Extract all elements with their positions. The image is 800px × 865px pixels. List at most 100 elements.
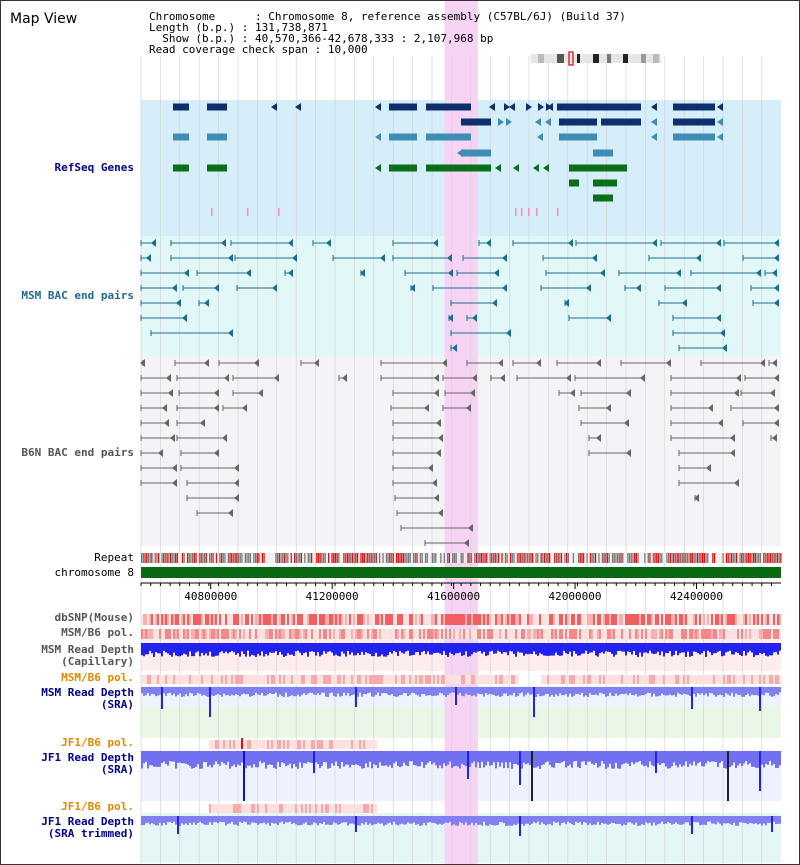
- msm-pol-cell: [301, 629, 303, 639]
- dbsnp-cell: [289, 614, 291, 625]
- gene-block: [426, 103, 471, 111]
- jf1-sra-depth: [767, 751, 769, 765]
- msm-sra-depth: [515, 687, 517, 697]
- jf1-trim-depth: [193, 816, 195, 823]
- repeat-segment: [572, 553, 575, 563]
- jf1-trim-depth: [441, 816, 443, 825]
- repeat-segment: [613, 553, 615, 563]
- jf1-trim-depth: [175, 816, 177, 825]
- msm-bac-label[interactable]: MSM BAC end pairs: [21, 289, 134, 302]
- jf1-sra-depth: [321, 751, 323, 766]
- msm-cap-depth: [267, 643, 269, 656]
- jf1-sra-depth: [353, 751, 355, 766]
- msm-pol-sra-cell: [453, 675, 455, 684]
- jf1-sra-depth: [447, 751, 449, 765]
- msm-cap-depth: [577, 643, 579, 656]
- jf1-pol-cell: [263, 740, 265, 749]
- msm-pol-cell: [663, 629, 665, 639]
- msm-pol-cell: [675, 629, 677, 639]
- jf1-pol-cell: [301, 740, 303, 749]
- dbsnp-cell: [285, 614, 287, 625]
- msm-pol-cell: [731, 629, 733, 639]
- jf1-trim-depth: [361, 816, 363, 824]
- jf1-sra-depth: [707, 751, 709, 762]
- repeat-segment: [321, 553, 323, 563]
- jf1-trim-depth: [739, 816, 741, 823]
- msm-sra-depth: [721, 687, 723, 696]
- msm-pol-sra-cell: [373, 675, 375, 684]
- jf1-pol-trim-cell: [223, 804, 225, 813]
- msm-pol-sra-cell: [415, 675, 417, 684]
- refseq-genes-label[interactable]: RefSeq Genes: [54, 161, 134, 174]
- dbsnp-cell: [441, 614, 443, 625]
- jf1-trim-depth: [183, 816, 185, 825]
- msm-sra-depth-spike: [455, 687, 457, 705]
- dbsnp-cell: [637, 614, 639, 625]
- msm-pol-sra-cell: [657, 675, 659, 684]
- dbsnp-cell: [543, 614, 545, 625]
- jf1-trim-depth: [599, 816, 601, 825]
- msm-pol-sra-cell: [235, 675, 237, 684]
- msm-cap-depth: [399, 643, 401, 651]
- jf1-sra-depth: [445, 751, 447, 766]
- dbsnp-cell: [161, 614, 163, 625]
- jf1-sra-depth: [287, 751, 289, 766]
- msm-pol-cell: [169, 629, 171, 639]
- msm-pol-cell: [451, 629, 453, 639]
- dbsnp-cell: [229, 614, 231, 625]
- jf1-sra-depth: [283, 751, 285, 764]
- repeat-segment: [185, 553, 187, 563]
- dbsnp-cell: [763, 614, 765, 625]
- repeat-segment: [557, 553, 559, 563]
- msm-sra-depth: [451, 687, 453, 693]
- msm-sra-depth: [527, 687, 529, 693]
- dbsnp-cell: [411, 614, 413, 625]
- msm-sra-depth: [153, 687, 155, 695]
- msm-bac-end-marker: [568, 239, 573, 247]
- msm-pol-sra-cell: [199, 675, 201, 684]
- jf1-trim-depth: [185, 816, 187, 824]
- repeat-segment: [761, 553, 763, 563]
- repeat-segment: [171, 553, 173, 563]
- dbsnp-cell: [421, 614, 423, 625]
- msm-pol-sra-cell: [473, 675, 475, 684]
- msm-cap-depth: [397, 643, 399, 656]
- repeat-segment: [671, 553, 673, 563]
- msm-cap-depth: [349, 643, 351, 655]
- b6n-bac-end-marker: [734, 389, 739, 397]
- repeat-segment: [686, 553, 688, 563]
- msm-sra-depth: [311, 687, 313, 694]
- jf1-sra-depth: [547, 751, 549, 762]
- msm-sra-depth: [337, 687, 339, 694]
- msm-sra-depth: [361, 687, 363, 697]
- repeat-segment: [464, 553, 466, 563]
- msm-sra-depth: [243, 687, 245, 694]
- repeat-segment: [482, 553, 484, 563]
- repeat-segment: [549, 553, 551, 563]
- jf1-trim-depth: [631, 816, 633, 824]
- dbsnp-cell: [693, 614, 695, 625]
- dbsnp-cell: [455, 614, 457, 625]
- jf1-pol-cell: [269, 740, 271, 749]
- snp-tick: [557, 208, 559, 216]
- msm-pol-sra-cell: [343, 675, 345, 684]
- jf1-sra-depth: [379, 751, 381, 763]
- jf1-trim-depth: [609, 816, 611, 824]
- msm-sra-depth: [479, 687, 481, 694]
- msm-cap-depth: [499, 643, 501, 652]
- repeat-segment: [314, 553, 316, 563]
- jf1-trim-depth: [525, 816, 527, 824]
- jf1-sra-depth: [419, 751, 421, 767]
- msm-pol-cell: [645, 629, 647, 639]
- msm-pol-cell: [509, 629, 511, 639]
- b6n-bac-end-marker: [222, 434, 227, 442]
- jf1-sra-depth: [443, 751, 445, 764]
- b6n-bac-label[interactable]: B6N BAC end pairs: [21, 446, 134, 459]
- dbsnp-cell: [511, 614, 513, 625]
- msm-sra-depth: [535, 687, 537, 697]
- msm-pol-sra-cell: [281, 675, 283, 684]
- jf1-sra-depth: [477, 751, 479, 763]
- msm-sra-depth: [389, 687, 391, 696]
- msm-cap-depth: [739, 643, 741, 655]
